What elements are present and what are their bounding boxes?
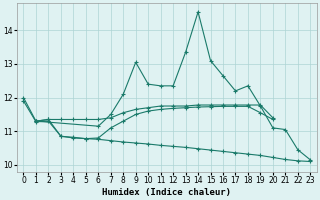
X-axis label: Humidex (Indice chaleur): Humidex (Indice chaleur)	[102, 188, 231, 197]
